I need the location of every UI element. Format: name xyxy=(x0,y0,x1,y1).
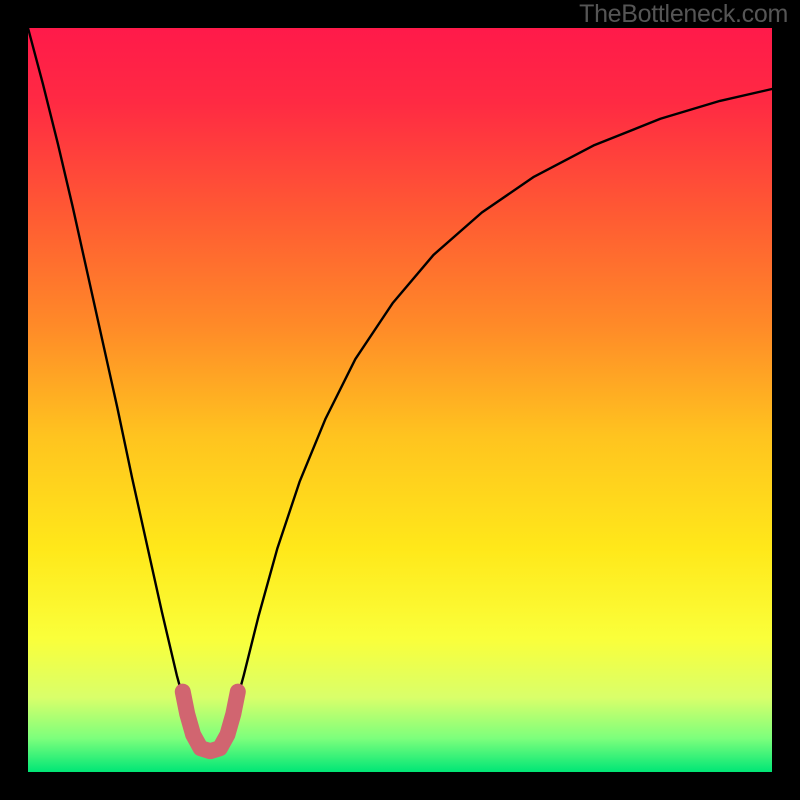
bottleneck-chart xyxy=(0,0,800,800)
gradient-background xyxy=(28,28,772,772)
watermark-text: TheBottleneck.com xyxy=(579,0,788,29)
chart-container: TheBottleneck.com xyxy=(0,0,800,800)
